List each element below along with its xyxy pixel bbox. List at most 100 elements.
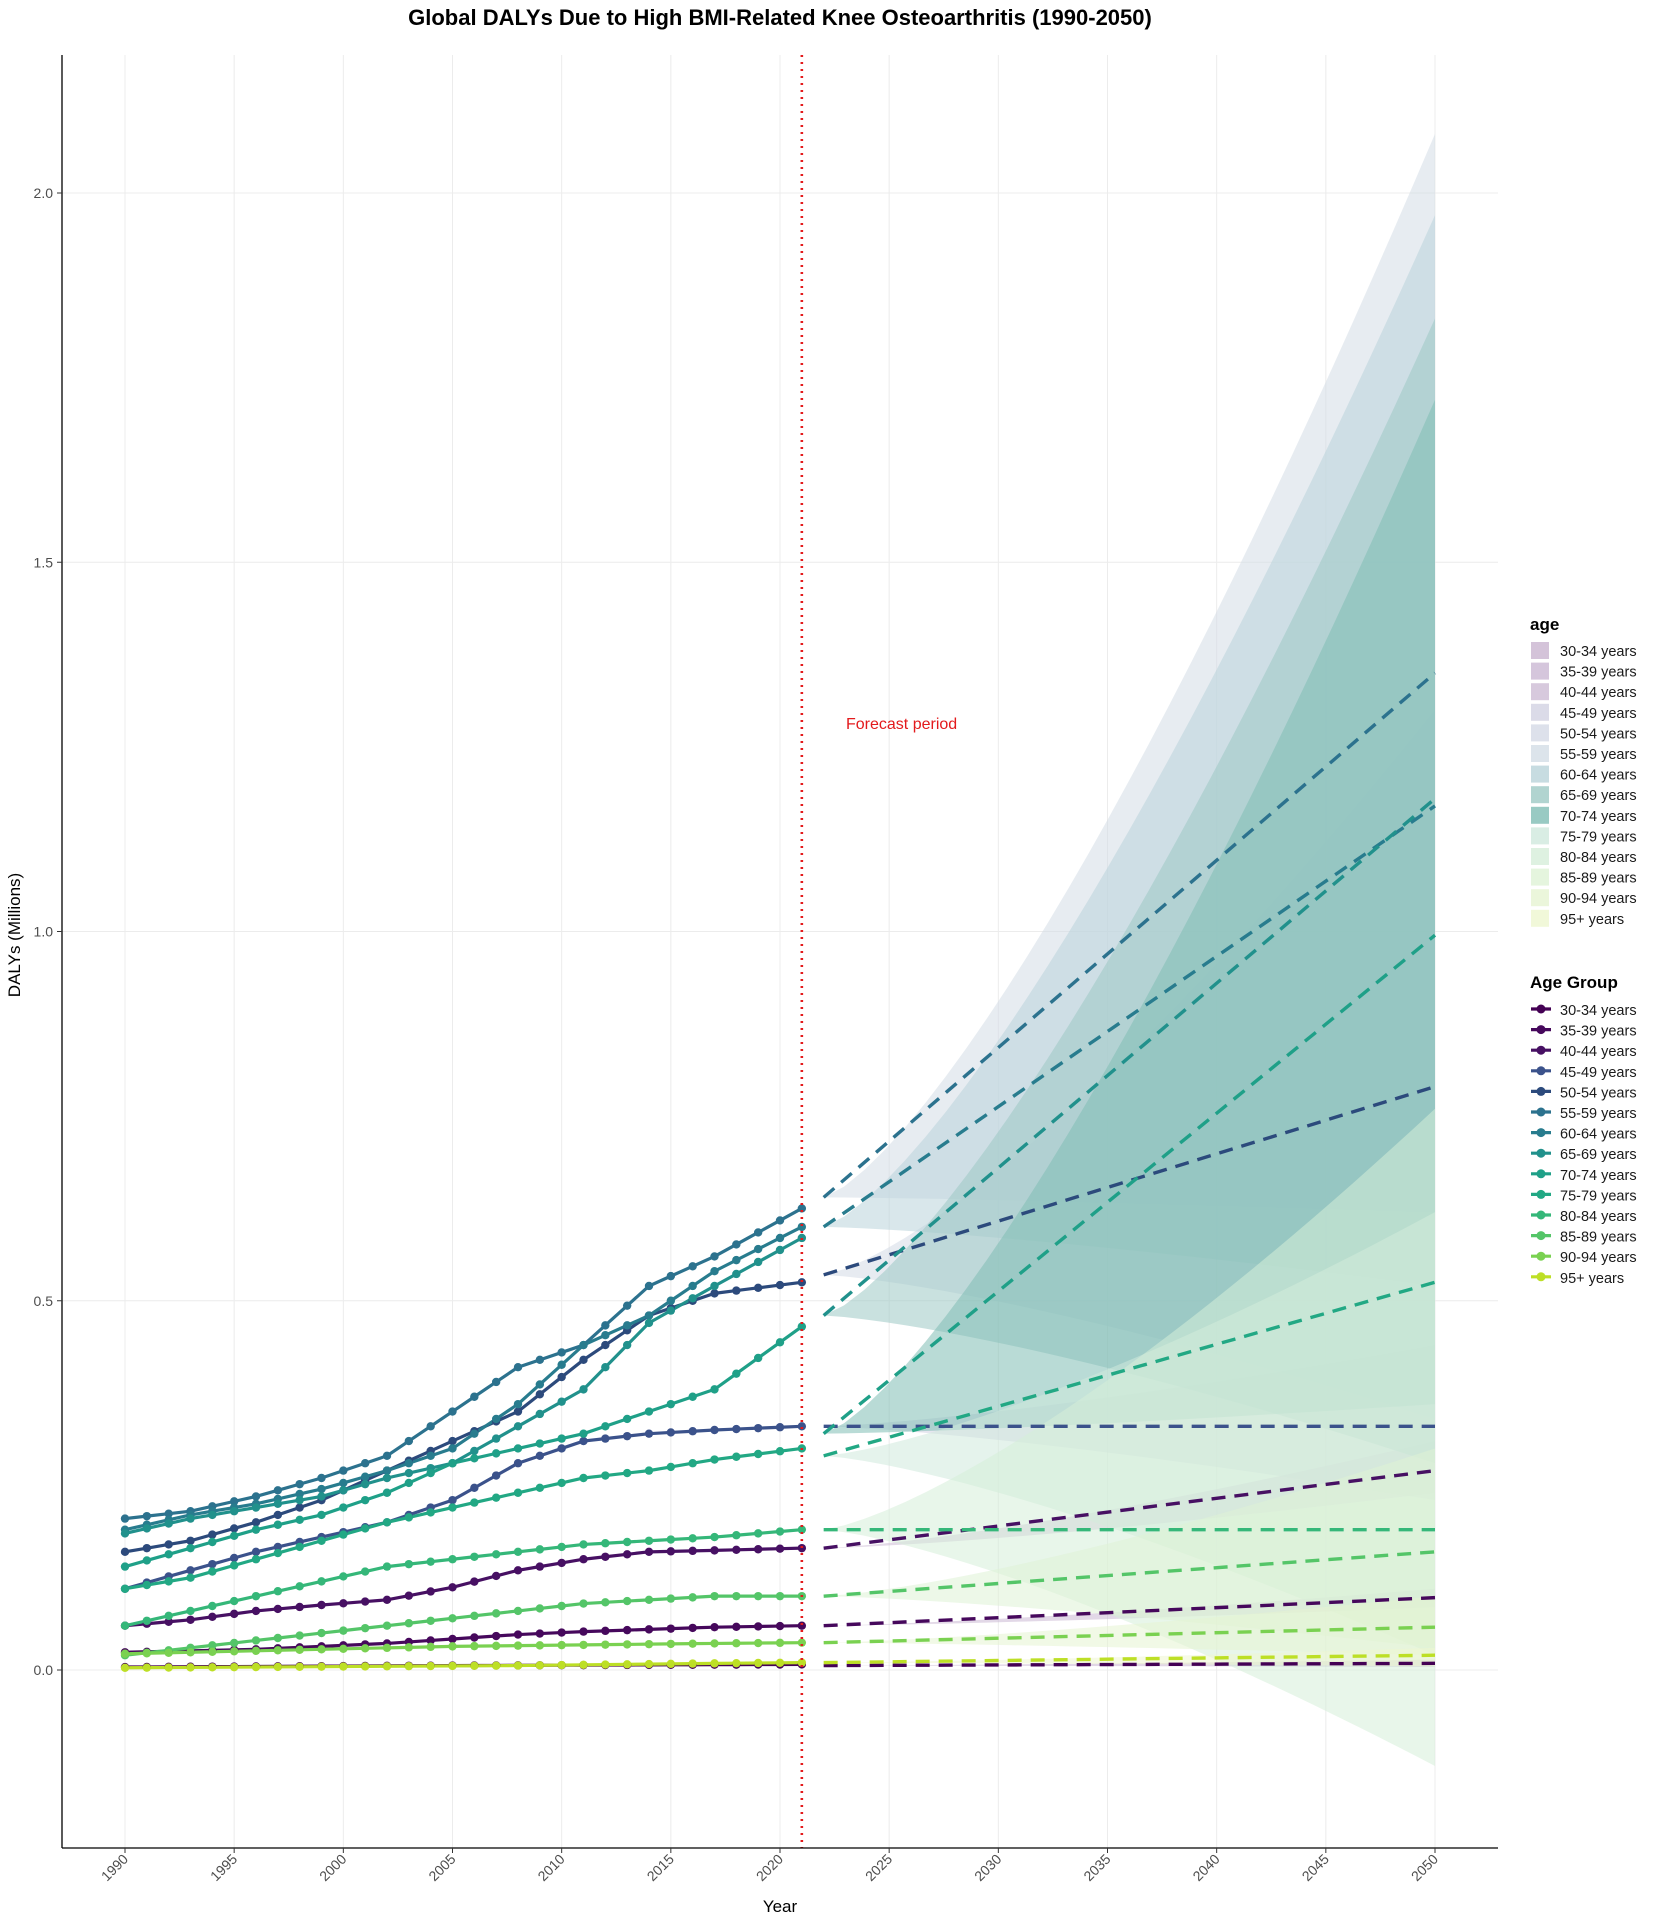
data-point — [557, 1348, 566, 1357]
data-point — [470, 1446, 479, 1456]
forecast-line — [823, 1468, 1436, 1550]
data-point — [579, 1429, 588, 1438]
data-point — [426, 1557, 435, 1566]
data-point — [644, 1625, 654, 1634]
legend-line-marker — [1536, 1272, 1546, 1282]
data-point — [142, 1524, 152, 1533]
legend-line-marker — [1536, 1128, 1546, 1138]
data-point — [273, 1520, 283, 1529]
band-85-89- — [823, 1448, 1435, 1648]
data-point — [491, 1471, 501, 1480]
data-point — [470, 1633, 479, 1642]
data-point — [732, 1286, 741, 1295]
data-point — [535, 1562, 545, 1571]
data-point — [710, 1532, 719, 1542]
data-point — [753, 1353, 763, 1363]
data-point — [797, 1233, 807, 1243]
data-point — [339, 1486, 348, 1495]
data-point — [251, 1636, 261, 1645]
legend-line-label: 80-84 years — [1560, 1209, 1637, 1225]
data-point — [360, 1459, 370, 1468]
data-point — [404, 1559, 414, 1569]
legend-age-group: Age Group 30-34 years 35-39 years 40-44 ye… — [1530, 973, 1637, 1287]
legend-line-label: 50-54 years — [1560, 1085, 1637, 1101]
data-point — [601, 1422, 610, 1431]
data-point — [208, 1647, 217, 1656]
legend-band-swatch — [1531, 786, 1549, 804]
data-point — [535, 1641, 545, 1650]
data-point — [164, 1617, 173, 1626]
data-point — [753, 1228, 763, 1237]
data-point — [448, 1503, 457, 1512]
data-point — [753, 1622, 763, 1631]
data-point — [579, 1640, 588, 1650]
data-point — [535, 1629, 545, 1638]
data-point — [666, 1428, 676, 1437]
data-point — [753, 1638, 763, 1648]
data-point — [797, 1422, 807, 1431]
data-point — [273, 1486, 283, 1495]
data-point — [339, 1626, 348, 1635]
legend-band-label: 75-79 years — [1560, 829, 1637, 845]
x-axis-title: Year — [763, 1897, 798, 1916]
data-point — [732, 1369, 741, 1378]
data-point — [208, 1537, 217, 1547]
legend-band-label: 55-59 years — [1560, 747, 1637, 763]
data-point — [251, 1606, 261, 1616]
data-point — [426, 1642, 435, 1652]
data-point — [732, 1269, 741, 1279]
data-point — [164, 1550, 173, 1559]
data-point — [666, 1271, 676, 1281]
x-tick-label: 2030 — [971, 1851, 1004, 1884]
data-point — [295, 1515, 304, 1525]
data-point — [339, 1662, 348, 1671]
data-point — [775, 1638, 785, 1648]
data-point — [164, 1611, 173, 1621]
data-point — [295, 1489, 304, 1499]
data-point — [164, 1648, 173, 1657]
data-point — [295, 1662, 304, 1671]
legend-band-swatch — [1531, 745, 1549, 762]
data-point — [622, 1414, 632, 1424]
data-point — [273, 1662, 283, 1672]
data-point — [491, 1550, 501, 1559]
data-point — [644, 1639, 654, 1649]
data-point — [579, 1385, 588, 1394]
x-tick-label: 1995 — [207, 1851, 240, 1884]
data-point — [448, 1555, 457, 1564]
data-point — [601, 1331, 610, 1340]
legend-line-label: 30-34 years — [1560, 1003, 1637, 1019]
legend-band-swatch — [1531, 827, 1549, 845]
data-point — [295, 1542, 304, 1552]
data-point — [382, 1488, 392, 1497]
data-point — [513, 1641, 523, 1650]
data-point — [317, 1628, 326, 1638]
data-point — [775, 1447, 785, 1456]
data-point — [317, 1662, 326, 1671]
data-point — [491, 1449, 501, 1458]
history-line — [124, 1207, 803, 1521]
data-point — [470, 1498, 479, 1507]
data-point — [404, 1436, 414, 1446]
data-point — [120, 1514, 130, 1523]
data-point — [142, 1511, 152, 1521]
data-point — [601, 1321, 610, 1330]
data-point — [229, 1662, 239, 1672]
data-point — [513, 1407, 523, 1416]
history-line — [124, 1225, 803, 1532]
data-point — [732, 1545, 741, 1555]
data-point — [404, 1643, 414, 1652]
data-point — [317, 1473, 326, 1483]
data-point — [317, 1645, 326, 1654]
data-point — [644, 1429, 654, 1438]
data-point — [666, 1639, 676, 1649]
data-point — [688, 1659, 697, 1668]
data-point — [797, 1543, 807, 1553]
data-point — [491, 1377, 501, 1387]
data-point — [775, 1245, 785, 1255]
data-point — [251, 1547, 261, 1557]
data-point — [360, 1597, 370, 1606]
forecast-line — [823, 1280, 1436, 1458]
data-point — [470, 1641, 479, 1651]
data-point — [120, 1663, 130, 1672]
